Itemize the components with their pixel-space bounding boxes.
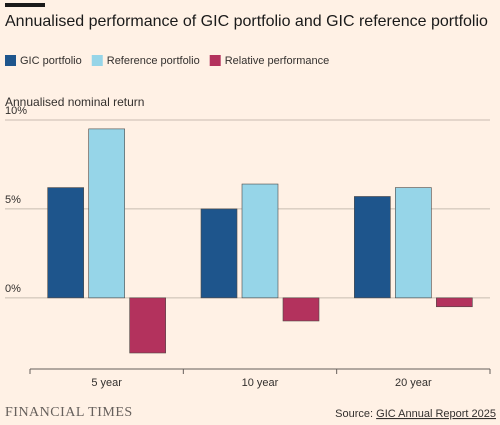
bar — [129, 297, 166, 354]
legend-label: Reference portfolio — [107, 55, 200, 67]
y-axis-label: Annualised nominal return — [5, 95, 144, 109]
legend-label: Relative performance — [225, 55, 330, 67]
bar — [47, 187, 84, 299]
bar — [241, 183, 279, 299]
legend-swatch — [91, 55, 103, 66]
legend-swatch — [209, 55, 221, 66]
source-link: GIC Annual Report 2025 — [376, 408, 496, 420]
legend-label: GIC portfolio — [20, 55, 82, 67]
bar — [354, 196, 391, 299]
source-label: Source: — [335, 408, 373, 420]
x-tick-label: 10 year — [242, 377, 279, 389]
bar — [436, 297, 473, 308]
x-tick-label: 5 year — [91, 377, 122, 389]
x-tick-label: 20 year — [395, 377, 432, 389]
brand: FINANCIAL TIMES — [5, 405, 133, 420]
bar — [395, 187, 432, 299]
brand-bar — [5, 3, 45, 7]
bar — [200, 208, 238, 299]
chart-title: Annualised performance of GIC portfolio … — [5, 13, 488, 30]
bar — [282, 297, 320, 322]
y-tick-label: 10% — [5, 105, 27, 117]
y-tick-label: 5% — [5, 194, 21, 206]
bar — [88, 128, 125, 299]
legend-swatch — [5, 55, 16, 66]
source: Source: GIC Annual Report 2025 — [335, 408, 496, 420]
y-tick-label: 0% — [5, 283, 21, 295]
